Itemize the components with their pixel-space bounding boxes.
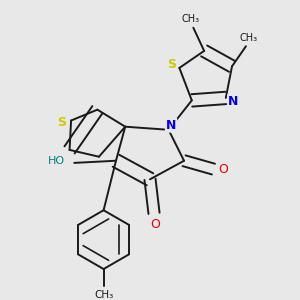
- Text: N: N: [228, 94, 239, 107]
- Text: N: N: [166, 119, 176, 132]
- Text: O: O: [151, 218, 160, 231]
- Text: S: S: [57, 116, 66, 129]
- Text: CH₃: CH₃: [240, 33, 258, 43]
- Text: CH₃: CH₃: [182, 14, 200, 24]
- Text: HO: HO: [48, 156, 65, 167]
- Text: CH₃: CH₃: [94, 290, 113, 300]
- Text: S: S: [167, 58, 176, 71]
- Text: O: O: [218, 163, 228, 176]
